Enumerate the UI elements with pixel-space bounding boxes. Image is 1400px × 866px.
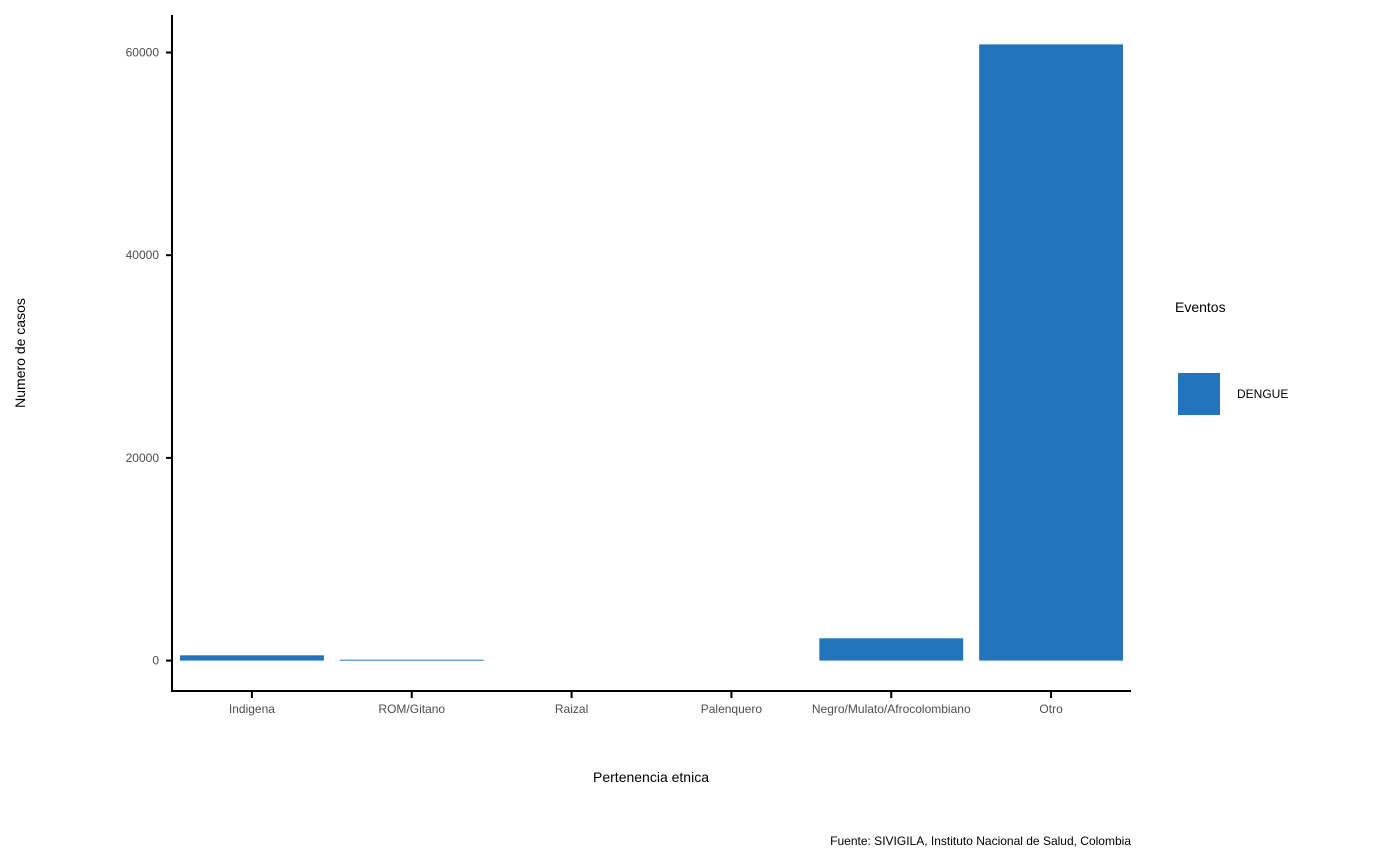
x-tick-label: Indigena [229, 702, 275, 716]
y-tick-label: 40000 [126, 248, 160, 262]
source-caption: Fuente: SIVIGILA, Instituto Nacional de … [830, 834, 1131, 848]
y-tick-label: 20000 [126, 451, 160, 465]
legend-label-dengue: DENGUE [1237, 387, 1288, 401]
legend: Eventos DENGUE [1175, 299, 1288, 415]
x-axis-title: Pertenencia etnica [593, 769, 709, 785]
x-tick-label: ROM/Gitano [378, 702, 445, 716]
axes-group [171, 15, 1131, 692]
x-ticks-group: Indigena ROM/Gitano Raizal Palenquero Negro/… [229, 691, 1063, 716]
bar-rom-gitano [339, 659, 484, 661]
x-tick-label: Otro [1039, 702, 1063, 716]
x-tick-label: Raizal [555, 702, 588, 716]
bar-negro-mulato-afrocolombiano [819, 638, 964, 661]
y-tick-label: 60000 [126, 45, 160, 59]
x-tick-label: Palenquero [701, 702, 763, 716]
x-tick-label: Negro/Mulato/Afrocolombiano [812, 702, 971, 716]
bar-otro [979, 44, 1124, 661]
y-tick-label: 0 [152, 654, 159, 668]
legend-swatch-dengue [1178, 373, 1220, 415]
y-ticks-group: 0 20000 40000 60000 [126, 45, 172, 668]
bars-group [179, 44, 1124, 661]
bar-indigena [179, 655, 324, 661]
y-axis-title: Numero de casos [12, 298, 28, 408]
legend-title: Eventos [1175, 299, 1226, 315]
